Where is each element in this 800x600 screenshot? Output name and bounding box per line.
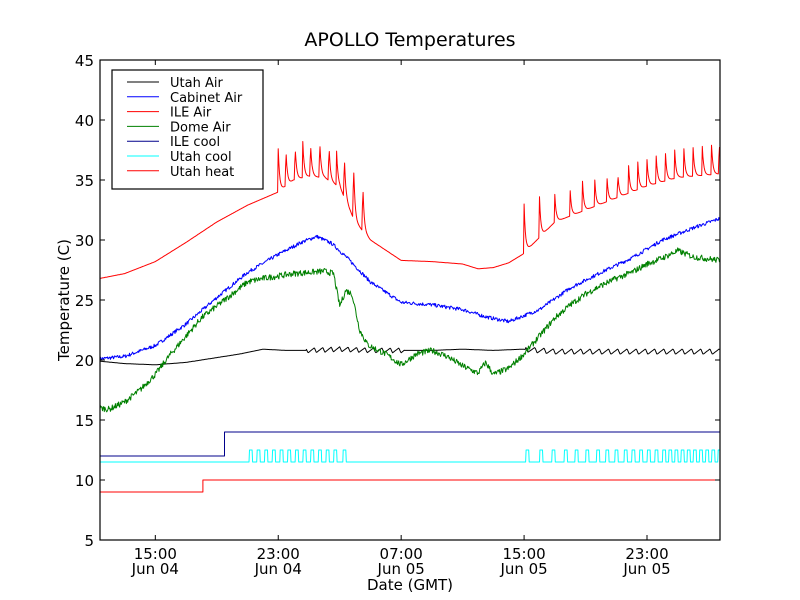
legend-label-dome-air: Dome Air — [170, 120, 231, 135]
legend-label-cabinet-air: Cabinet Air — [170, 91, 243, 106]
legend-label-ile-air: ILE Air — [170, 106, 212, 121]
series-line-dome-air — [100, 247, 720, 413]
legend-label-utah-heat: Utah heat — [170, 165, 234, 180]
x-tick-label-time: 15:00 — [134, 545, 177, 563]
x-tick-label-date: Jun 04 — [131, 560, 179, 578]
y-tick-label: 40 — [75, 112, 94, 130]
y-tick-label: 30 — [75, 232, 94, 250]
x-tick-label-date: Jun 05 — [622, 560, 670, 578]
series-line-utah-heat — [100, 479, 720, 493]
x-tick-label-date: Jun 05 — [377, 560, 425, 578]
legend-label-utah-air: Utah Air — [170, 76, 223, 91]
series-line-utah-air — [100, 346, 720, 366]
y-tick-label: 5 — [84, 532, 94, 550]
series-line-cabinet-air — [100, 217, 720, 361]
x-axis-label: Date (GMT) — [367, 576, 453, 594]
x-tick-label-date: Jun 04 — [254, 560, 302, 578]
y-tick-label: 15 — [75, 412, 94, 430]
y-tick-label: 25 — [75, 292, 94, 310]
series-line-utah-cool — [100, 449, 720, 463]
y-tick-label: 45 — [75, 52, 94, 70]
series-line-ile-cool — [100, 431, 720, 457]
x-tick-label-time: 15:00 — [502, 545, 545, 563]
x-tick-label-time: 23:00 — [625, 545, 668, 563]
y-tick-label: 10 — [75, 472, 94, 490]
y-tick-label: 35 — [75, 172, 94, 190]
x-tick-label-time: 07:00 — [380, 545, 423, 563]
series-line-ile-air — [100, 141, 720, 279]
chart-title: APOLLO Temperatures — [304, 29, 515, 51]
y-tick-label: 20 — [75, 352, 94, 370]
y-axis-label: Temperature (C) — [55, 239, 73, 362]
x-tick-label-time: 23:00 — [257, 545, 300, 563]
legend-label-utah-cool: Utah cool — [170, 150, 232, 165]
legend-label-ile-cool: ILE cool — [170, 135, 220, 150]
x-tick-label-date: Jun 05 — [499, 560, 547, 578]
series-layer — [100, 141, 720, 493]
legend-box — [111, 69, 264, 190]
y-axis: 5 10 15 20 25 30 35 40 45 — [75, 52, 720, 550]
